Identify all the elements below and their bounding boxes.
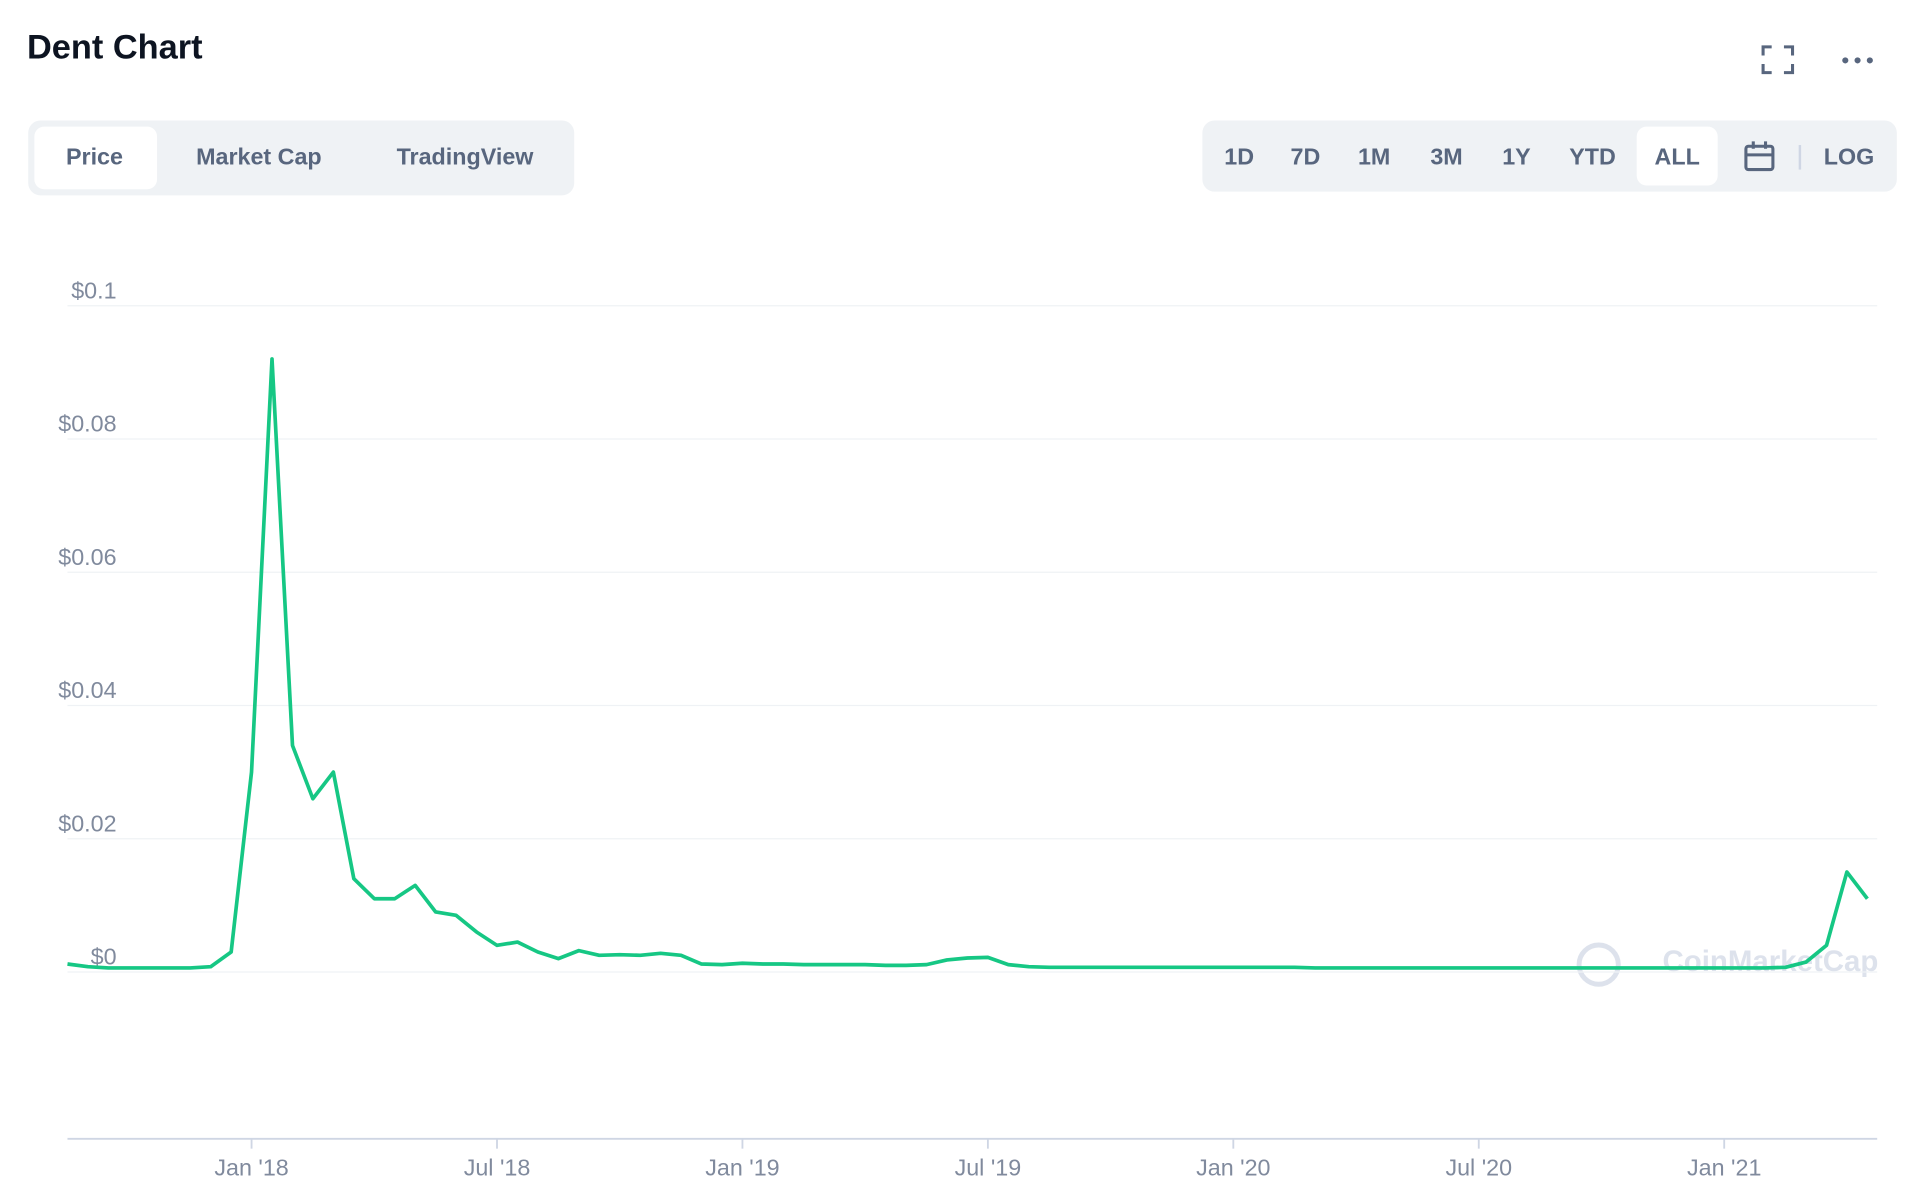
range-button[interactable]: 1D <box>1224 144 1254 170</box>
y-tick-label: $0.06 <box>58 544 116 570</box>
range-button[interactable]: 1M <box>1358 144 1390 170</box>
x-tick-label: Jul '18 <box>464 1155 531 1181</box>
y-tick-label: $0.08 <box>58 411 116 437</box>
range-button[interactable]: ALL <box>1655 144 1700 170</box>
x-tick-label: Jul '20 <box>1445 1155 1512 1181</box>
tab-group <box>28 120 575 196</box>
x-tick-label: Jan '21 <box>1687 1155 1761 1181</box>
x-tick-label: Jan '19 <box>705 1155 779 1181</box>
watermark: CoinMarketCap <box>1662 945 1878 978</box>
range-button[interactable]: YTD <box>1569 144 1616 170</box>
tab[interactable]: TradingView <box>397 144 535 170</box>
x-tick-label: Jan '20 <box>1196 1155 1270 1181</box>
watermark-logo <box>1576 942 1621 987</box>
tab-active-bg <box>34 126 158 190</box>
chart-title: Dent Chart <box>27 28 203 66</box>
calendar-icon[interactable] <box>1744 141 1775 172</box>
more-icon[interactable] <box>1842 57 1873 64</box>
range-button[interactable]: 1Y <box>1502 144 1531 170</box>
range-button[interactable]: 3M <box>1430 144 1462 170</box>
y-tick-label: $0.04 <box>58 677 116 703</box>
y-tick-label: $0.1 <box>71 277 116 303</box>
range-button[interactable]: 7D <box>1291 144 1321 170</box>
range-group <box>1202 120 1897 192</box>
y-tick-label: $0.02 <box>58 810 116 836</box>
price-line <box>67 357 1869 970</box>
x-tick-label: Jan '18 <box>214 1155 288 1181</box>
tab[interactable]: Price <box>66 144 123 170</box>
fullscreen-icon[interactable] <box>1761 45 1795 75</box>
range-active-bg <box>1636 126 1718 186</box>
tab[interactable]: Market Cap <box>196 144 322 170</box>
log-button[interactable]: LOG <box>1824 144 1874 170</box>
x-tick-label: Jul '19 <box>955 1155 1022 1181</box>
